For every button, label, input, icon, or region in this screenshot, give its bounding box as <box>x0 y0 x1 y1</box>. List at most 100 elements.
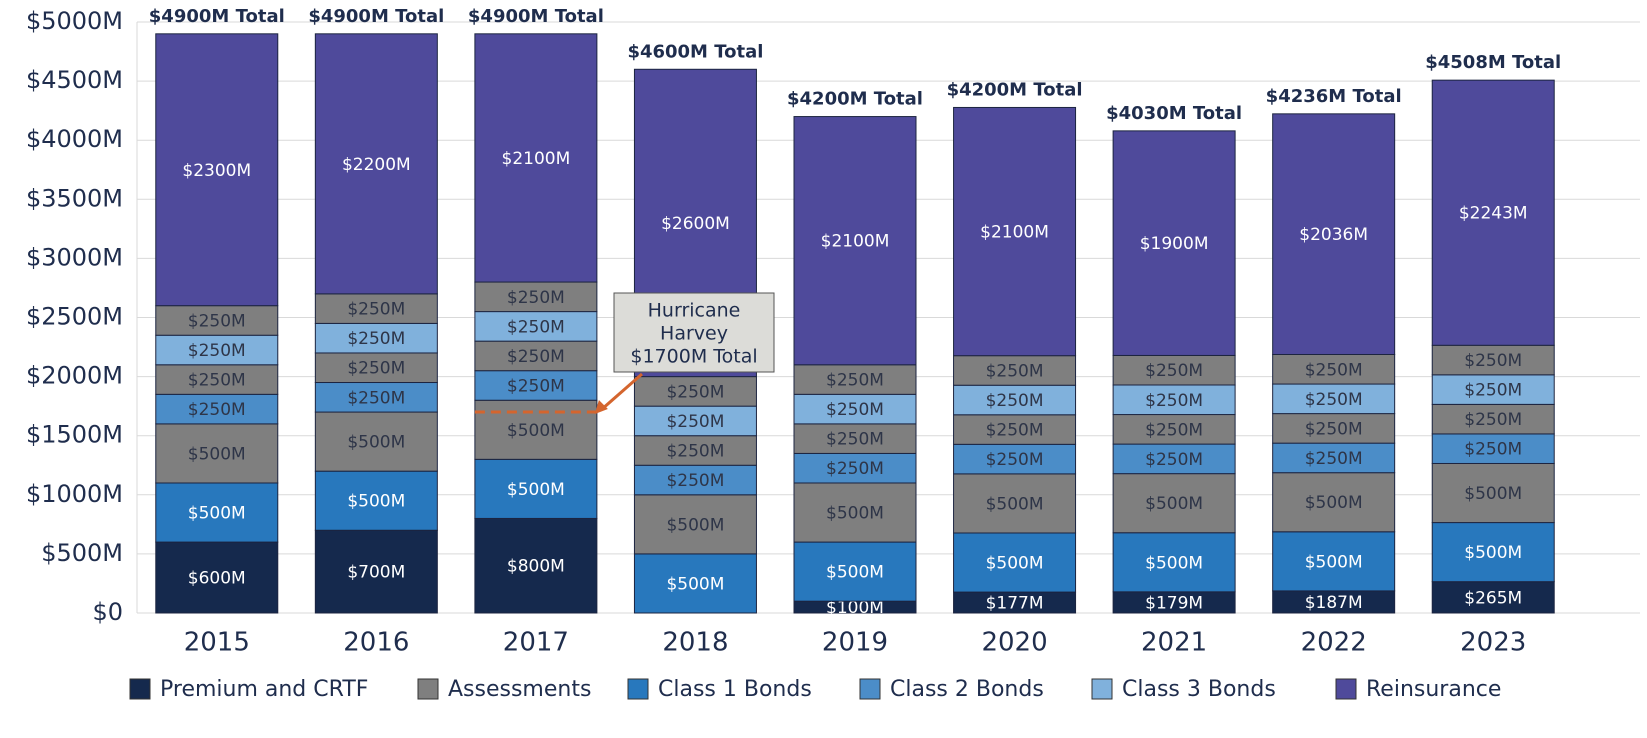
x-tick-label: 2022 <box>1301 628 1367 658</box>
y-tick-label: $1000M <box>26 480 123 508</box>
bar-segment <box>474 340 598 372</box>
bar-segment <box>953 473 1077 534</box>
segment-label: $250M <box>986 450 1044 470</box>
segment-label: $500M <box>666 574 724 594</box>
bar-segment <box>314 293 438 324</box>
legend-item: Assessments <box>417 677 591 702</box>
bar-segment <box>1272 113 1396 355</box>
segment-label: $250M <box>826 400 884 420</box>
bar-segment <box>633 405 757 437</box>
y-tick-label: $2500M <box>26 303 123 331</box>
bar-segment <box>474 311 598 342</box>
segment-label: $250M <box>188 311 246 331</box>
bar-segment <box>1431 403 1555 435</box>
segment-label: $250M <box>188 341 246 361</box>
bar-segment <box>1272 413 1396 444</box>
segment-label: $250M <box>1305 360 1363 380</box>
y-tick-label: $4500M <box>26 66 123 94</box>
bar-segment <box>1272 353 1396 385</box>
total-label: $4236M Total <box>1266 86 1402 107</box>
bar-segment <box>793 482 917 543</box>
x-tick-label: 2015 <box>184 628 250 658</box>
bar-segment <box>474 33 598 283</box>
legend-item: Premium and CRTF <box>129 677 368 702</box>
total-label: $4900M Total <box>149 6 285 27</box>
legend-label: Premium and CRTF <box>160 677 368 702</box>
legend-swatch <box>627 678 649 700</box>
bar-segment <box>474 458 598 519</box>
segment-label: $250M <box>507 288 565 308</box>
total-label: $4200M Total <box>947 79 1083 100</box>
bar-segment <box>793 423 917 454</box>
segment-label: $250M <box>1464 410 1522 430</box>
segment-label: $100M <box>826 598 884 618</box>
segment-label: $2300M <box>182 161 251 181</box>
x-tick-label: 2019 <box>822 628 888 658</box>
bar-segment <box>314 352 438 384</box>
legend-item: Class 3 Bonds <box>1091 677 1276 702</box>
segment-label: $500M <box>188 504 246 524</box>
segment-label: $1900M <box>1140 234 1209 254</box>
segment-label: $500M <box>347 492 405 512</box>
total-label: $4508M Total <box>1425 52 1561 73</box>
segment-label: $800M <box>507 557 565 577</box>
segment-label: $179M <box>1145 593 1203 613</box>
legend-swatch <box>129 678 151 700</box>
total-label: $4900M Total <box>468 6 604 27</box>
segment-label: $2100M <box>821 232 890 252</box>
bar-segment <box>1431 581 1555 614</box>
segment-label: $250M <box>347 329 405 349</box>
bar-segment <box>953 384 1077 416</box>
bar-segment <box>633 376 757 407</box>
segment-label: $250M <box>986 421 1044 441</box>
segment-label: $250M <box>1305 390 1363 410</box>
bar-segment <box>1431 433 1555 464</box>
legend-label: Class 2 Bonds <box>890 677 1044 702</box>
annotation-text: Harvey <box>660 323 728 345</box>
arrow-head <box>594 400 608 415</box>
bar-segment <box>633 464 757 496</box>
segment-label: $500M <box>986 494 1044 514</box>
bar-segment <box>633 435 757 466</box>
bar-segment <box>953 355 1077 386</box>
segment-label: $250M <box>1305 419 1363 439</box>
segment-label: $250M <box>507 347 565 367</box>
bar-segment <box>314 322 438 354</box>
segment-label: $500M <box>507 480 565 500</box>
segment-label: $250M <box>666 441 724 461</box>
segment-label: $500M <box>826 563 884 583</box>
segment-label: $250M <box>188 400 246 420</box>
bar-segment <box>1112 414 1236 445</box>
segment-label: $250M <box>188 371 246 391</box>
bar-segment <box>155 305 279 336</box>
segment-label: $250M <box>826 371 884 391</box>
segment-label: $500M <box>1145 494 1203 514</box>
y-tick-label: $1500M <box>26 421 123 449</box>
legend-label: Reinsurance <box>1366 677 1501 702</box>
segment-label: $250M <box>1145 391 1203 411</box>
x-tick-label: 2020 <box>981 628 1047 658</box>
segment-label: $250M <box>347 388 405 408</box>
segment-label: $250M <box>666 382 724 402</box>
bar-segment <box>155 364 279 395</box>
segment-label: $600M <box>188 569 246 589</box>
x-tick-label: 2018 <box>662 628 728 658</box>
segment-label: $2036M <box>1299 225 1368 245</box>
segment-label: $500M <box>666 515 724 535</box>
bar-segment <box>314 411 438 472</box>
annotation-text: $1700M Total <box>630 346 757 368</box>
legend-label: Class 1 Bonds <box>658 677 812 702</box>
bar-segment <box>314 470 438 531</box>
x-tick-label: 2023 <box>1460 628 1526 658</box>
segment-label: $500M <box>507 421 565 441</box>
bar-segment <box>793 364 917 395</box>
bar-segment <box>474 281 598 313</box>
bar-segment <box>1272 442 1396 474</box>
bar-segment <box>793 116 917 366</box>
bar-segment <box>1431 79 1555 346</box>
segment-label: $2100M <box>980 223 1049 243</box>
bar-segment <box>155 33 279 307</box>
segment-label: $700M <box>347 563 405 583</box>
bar-segment <box>633 553 757 614</box>
